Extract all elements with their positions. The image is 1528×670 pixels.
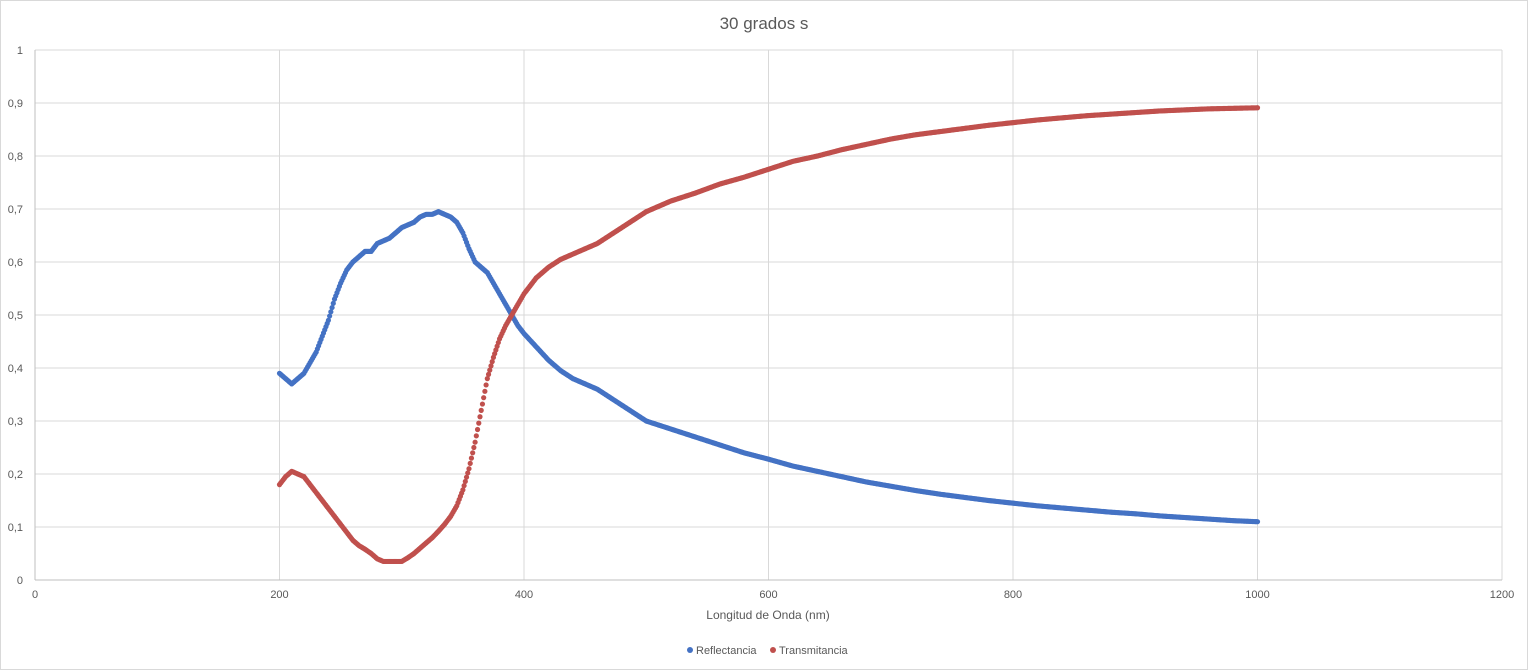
legend-item-reflectancia: Reflectancia [687,645,757,657]
data-point [461,483,467,489]
data-point [473,433,479,439]
data-point [467,460,473,466]
gridlines [35,49,1503,580]
data-point [465,470,471,476]
y-tick-label: 0,3 [8,416,23,428]
y-tick-label: 0,1 [8,522,23,534]
data-point [471,444,477,451]
data-point [487,367,493,373]
data-point [478,407,484,413]
data-point [463,474,470,480]
x-tick-label: 1200 [1490,589,1514,601]
chart-title: 30 grados s [720,14,809,33]
y-tick-label: 0 [17,575,23,587]
x-tick-label: 800 [1004,589,1022,601]
axes [34,50,1502,581]
legend-label: Transmitancia [779,645,849,657]
y-tick-label: 0,7 [8,204,23,216]
x-tick-label: 200 [270,589,288,601]
data-point [479,401,486,407]
tick-labels: 0 0,1 0,2 0,3 0,4 0,5 0,6 0,7 0,8 0,9 1 0 200 400 600 8… [8,45,1515,601]
data-point [460,487,466,493]
data-point [484,376,490,382]
data-point [472,439,478,445]
data-point [462,478,468,485]
y-tick-label: 0,4 [8,363,23,375]
data-point [482,388,488,394]
data-point [488,363,494,369]
data-point [1254,105,1261,111]
data-point [477,414,483,420]
series-transmitancia [276,105,1261,565]
data-point [468,455,475,461]
data-point [481,395,487,401]
data-point [1254,519,1261,525]
series-reflectancia [276,209,1261,525]
data-point [489,359,495,365]
data-point [470,450,476,456]
x-axis-title: Longitud de Onda (nm) [706,608,829,622]
data-point [483,382,489,388]
data-point [328,309,334,315]
y-tick-label: 0,6 [8,257,23,269]
data-point [476,420,482,426]
y-tick-label: 0,2 [8,469,23,481]
y-tick-label: 1 [17,45,23,57]
y-tick-label: 0,5 [8,310,23,322]
data-series [276,105,1261,565]
data-point [474,426,481,433]
y-tick-label: 0,9 [8,98,23,110]
legend-marker [687,647,693,653]
data-point [330,300,336,306]
legend: Reflectancia Transmitancia [687,645,849,657]
data-point [485,371,492,377]
data-point [329,304,335,311]
x-tick-label: 600 [759,589,777,601]
y-tick-label: 0,8 [8,151,23,163]
x-tick-label: 0 [32,589,38,601]
x-tick-label: 400 [515,589,533,601]
legend-item-transmitancia: Transmitancia [770,645,849,657]
legend-marker [770,647,776,653]
data-point [327,313,333,319]
data-point [325,317,331,323]
data-point [466,466,472,472]
legend-label: Reflectancia [696,645,757,657]
x-tick-label: 1000 [1245,589,1269,601]
